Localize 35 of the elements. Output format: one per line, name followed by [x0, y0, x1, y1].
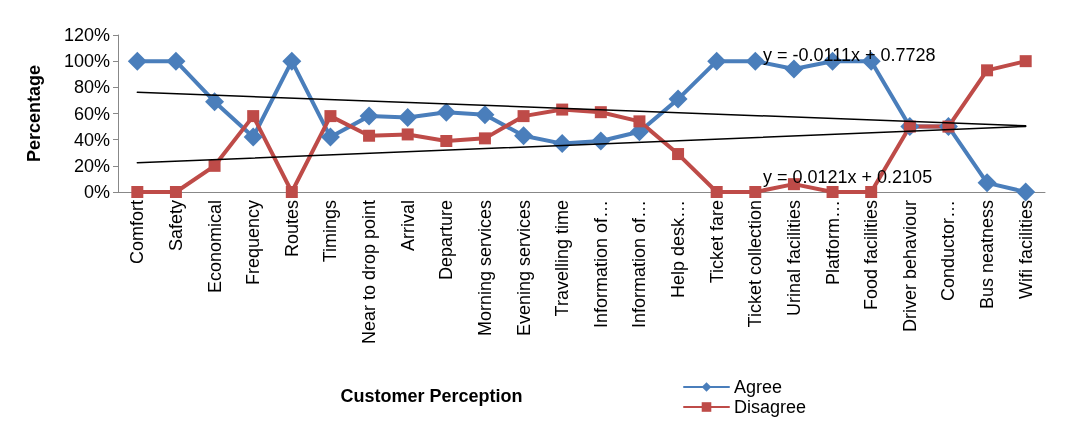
x-tick-label: Platform… — [822, 200, 843, 286]
x-tick-label: Near to drop point — [359, 200, 380, 345]
x-tick-label: Frequency — [243, 200, 264, 286]
x-tick-label: Evening services — [513, 200, 534, 337]
y-tick-label: 40% — [73, 129, 110, 150]
x-tick-label: Wifi facilities — [1015, 200, 1036, 300]
x-tick-label: Bus neatness — [977, 200, 998, 310]
x-tick-label: Food facilities — [861, 200, 882, 311]
y-tick-label: 80% — [73, 77, 110, 98]
y-tick-label: 0% — [83, 182, 110, 202]
y-tick-label: 20% — [73, 155, 110, 176]
x-tick-label: Help desk… — [668, 200, 689, 299]
x-axis-title: Customer Perception — [340, 386, 523, 406]
x-tick-label: Morning services — [474, 200, 495, 337]
x-tick-label: Information of… — [590, 200, 611, 329]
y-tick-label: 120% — [63, 25, 110, 45]
x-tick-label: Departure — [436, 200, 457, 281]
x-tick-label: Ticket fare — [706, 200, 727, 284]
y-axis-title: Percentage — [24, 64, 44, 163]
legend-label: Agree — [734, 377, 783, 397]
x-tick-label: Comfort — [127, 200, 148, 265]
x-tick-label: Urinal facilities — [783, 200, 804, 317]
y-tick-label: 100% — [63, 51, 110, 72]
y-tick-label: 60% — [73, 103, 110, 124]
x-tick-label: Timings — [320, 200, 341, 263]
x-tick-label: Driver behaviour — [899, 200, 920, 333]
x-tick-label: Economical — [204, 200, 225, 294]
legend-label: Disagree — [734, 397, 807, 417]
x-tick-label: Routes — [281, 200, 302, 258]
x-tick-label: Safety — [165, 200, 186, 252]
x-tick-label: Information of… — [629, 200, 650, 329]
x-tick-label: Arrival — [397, 200, 418, 252]
x-tick-label: Ticket collection — [745, 200, 766, 328]
x-tick-label: Travelling time — [552, 200, 573, 317]
x-tick-label: Conductor… — [938, 200, 959, 302]
